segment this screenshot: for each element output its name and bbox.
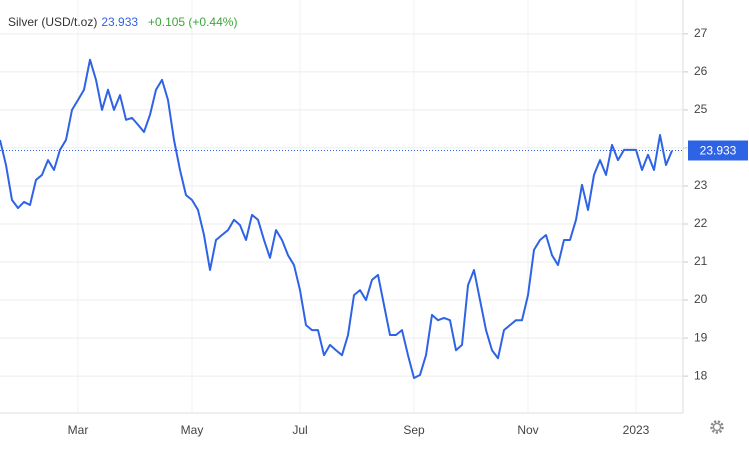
y-tick-label: 27 (694, 26, 708, 40)
y-tick-label: 18 (694, 368, 708, 382)
settings-icon[interactable] (710, 420, 724, 434)
chart-title: Silver (USD/t.oz) (8, 15, 97, 29)
x-tick-label: May (181, 423, 204, 437)
gear-teeth (710, 420, 724, 434)
x-tick-label: Sep (403, 423, 425, 437)
last-price-label: 23.933 (700, 144, 737, 158)
x-tick-label: Jul (292, 423, 307, 437)
y-tick-label: 19 (694, 330, 708, 344)
gear-body (712, 422, 722, 432)
x-tick-label: Mar (68, 423, 89, 437)
header-change: +0.105 (+0.44%) (148, 15, 237, 29)
y-tick-label: 25 (694, 102, 708, 116)
y-tick-label: 21 (694, 254, 708, 268)
y-tick-label: 26 (694, 64, 708, 78)
header-price: 23.933 (101, 15, 138, 29)
y-tick-label: 22 (694, 216, 708, 230)
x-tick-label: 2023 (623, 423, 650, 437)
y-tick-label: 20 (694, 292, 708, 306)
x-tick-label: Nov (517, 423, 538, 437)
y-tick-label: 23 (694, 178, 708, 192)
last-price-box (688, 140, 748, 161)
price-line (0, 58, 673, 380)
